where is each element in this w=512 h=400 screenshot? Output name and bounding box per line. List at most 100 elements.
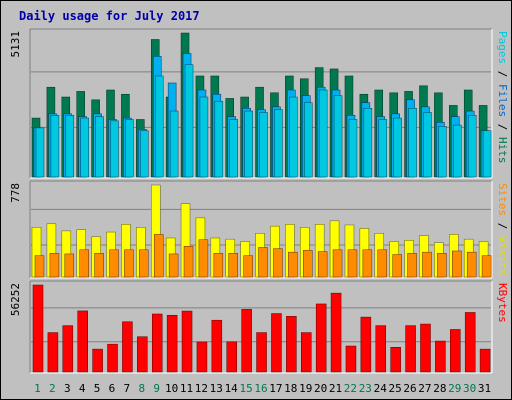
series-label-files: Files [496,84,509,117]
bar-kbytes [107,343,118,373]
bar-sites [213,253,224,278]
bar-pages [229,119,238,178]
day-label: 11 [180,382,193,395]
bar-kbytes [315,303,327,373]
series-label-: / [496,64,509,84]
series-label-kbytes: KBytes [496,283,509,323]
bar-sites [153,234,164,278]
bar-kbytes [405,325,416,373]
bar-sites [139,249,149,278]
day-label: 5 [94,382,101,395]
bar-pages [333,95,343,178]
day-label: 18 [284,382,297,395]
bar-pages [378,119,388,178]
day-label: 2 [49,382,56,395]
bar-kbytes [286,316,297,373]
bar-sites [79,249,89,278]
bar-kbytes [256,332,267,373]
bar-sites [94,253,104,278]
day-label: 25 [389,382,402,395]
day-label: 20 [314,382,327,395]
series-label-pages: Pages [496,31,509,64]
bar-pages [199,96,209,178]
day-label: 14 [225,382,239,395]
bar-pages [125,119,134,178]
bar-sites [362,249,373,278]
day-label: 19 [299,382,312,395]
bar-kbytes [450,329,461,373]
day-label: 22 [344,382,357,395]
panel-kbytes: 56252 KBytes [9,280,509,374]
bar-pages [184,64,194,178]
bar-kbytes [301,332,312,373]
bar-kbytes [271,313,282,373]
bar-pages [408,107,417,178]
bar-kbytes [435,340,446,373]
day-label: 12 [195,382,208,395]
day-label: 15 [239,382,252,395]
bar-sites [109,249,119,278]
day-label: 8 [138,382,145,395]
series-axis-label: Sites / Visits [496,183,509,276]
bar-sites [64,253,75,278]
bar-sites [377,249,388,278]
bar-pages [154,75,164,178]
bar-sites [288,251,298,278]
bar-kbytes [77,310,88,373]
day-label: 23 [359,382,372,395]
y-max-label: 56252 [9,283,22,316]
bar-sites [407,253,417,278]
day-label: 3 [64,382,71,395]
day-label: 26 [403,382,416,395]
bar-pages [274,109,283,178]
bar-pages [467,115,477,178]
bar-sites [481,255,492,278]
bar-pages [363,107,373,178]
bar-sites [317,251,328,278]
bar-kbytes [62,325,74,373]
bar-pages [393,117,402,178]
bar-kbytes [47,332,59,373]
bar-kbytes [196,341,208,373]
bar-kbytes [390,347,401,373]
series-label-: / [496,216,509,236]
bar-kbytes [375,325,387,373]
bar-pages [304,102,313,178]
bar-sites [183,246,194,278]
bar-sites [392,254,402,278]
day-label: 31 [478,382,491,395]
bar-sites [198,239,209,278]
bar-sites [124,249,134,278]
series-label-sites: Sites [496,183,509,216]
bar-pages [423,112,432,178]
bar-sites [34,255,45,278]
day-label: 10 [165,382,178,395]
bar-kbytes [420,323,431,373]
day-label: 24 [374,382,388,395]
day-label: 13 [210,382,223,395]
series-axis-label: Pages / Files / Hits [496,31,509,164]
chart-title: Daily usage for July 2017 [19,9,200,23]
day-label: 21 [329,382,342,395]
panel-visits-sites: 778 Sites / Visits [9,180,509,279]
bar-kbytes [137,336,148,373]
bar-kbytes [122,321,133,373]
bar-pages [35,127,45,178]
bar-sites [243,255,253,278]
day-label: 9 [153,382,160,395]
bar-sites [452,250,462,278]
bar-sites [168,253,179,278]
day-label: 28 [433,382,446,395]
bar-kbytes [479,348,491,373]
bar-pages [482,130,492,178]
day-label: 1 [34,382,41,395]
bar-pages [259,112,268,178]
series-label-: / [496,117,509,137]
bar-sites [422,251,432,278]
bar-pages [65,115,75,178]
day-label: 27 [418,382,431,395]
bar-pages [80,117,89,178]
series-label-visits: Visits [496,236,509,276]
